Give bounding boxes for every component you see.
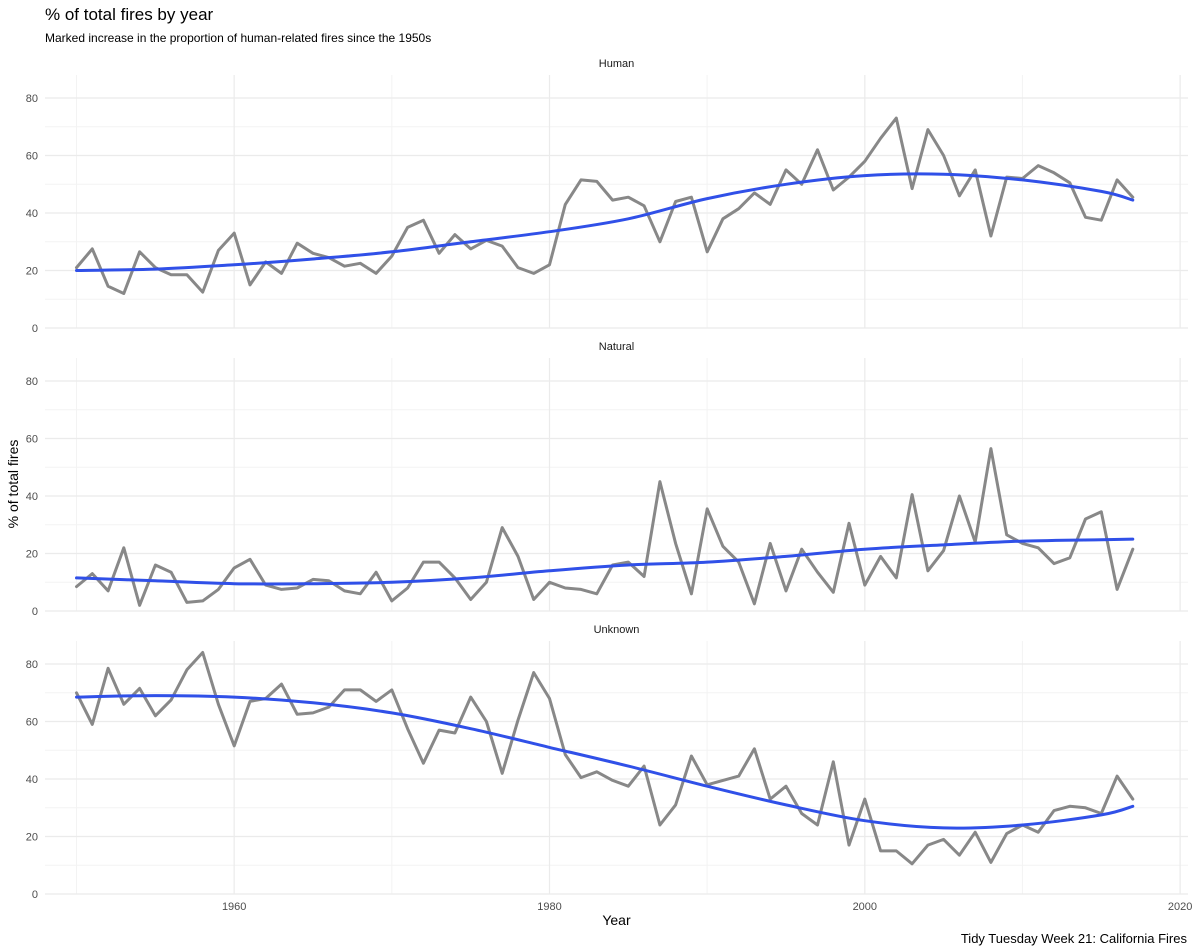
chart-title: % of total fires by year <box>45 5 214 24</box>
y-tick-label: 40 <box>26 491 38 503</box>
y-tick-label: 80 <box>26 93 38 105</box>
y-tick-label: 40 <box>26 208 38 220</box>
smooth-trend-line <box>75 537 1135 586</box>
smooth-trend-line <box>75 694 1135 830</box>
y-tick-label: 0 <box>32 323 38 335</box>
raw-series-line <box>75 447 1135 607</box>
y-tick-label: 0 <box>32 889 38 901</box>
y-tick-label: 80 <box>26 376 38 388</box>
smooth-trend-line <box>75 172 1135 272</box>
chart-subtitle: Marked increase in the proportion of hum… <box>45 31 432 45</box>
facet-strip-label: Human <box>599 58 634 70</box>
x-tick-label: 1980 <box>537 901 561 913</box>
raw-series-line <box>75 116 1135 295</box>
y-tick-label: 60 <box>26 717 38 729</box>
raw-series-line <box>75 651 1135 866</box>
y-tick-label: 20 <box>26 832 38 844</box>
y-tick-label: 40 <box>26 774 38 786</box>
y-tick-label: 60 <box>26 151 38 163</box>
y-tick-label: 0 <box>32 606 38 618</box>
facet-strip-label: Natural <box>599 341 634 353</box>
x-tick-label: 1960 <box>222 901 246 913</box>
y-tick-label: 20 <box>26 266 38 278</box>
x-tick-label: 2020 <box>1168 901 1192 913</box>
x-tick-label: 2000 <box>853 901 877 913</box>
chart-caption: Tidy Tuesday Week 21: California Fires <box>960 931 1187 946</box>
y-axis-title: % of total fires <box>5 440 21 529</box>
y-tick-label: 60 <box>26 434 38 446</box>
y-tick-label: 20 <box>26 549 38 561</box>
y-tick-label: 80 <box>26 659 38 671</box>
facet-strip-label: Unknown <box>594 624 640 636</box>
x-axis-title: Year <box>602 912 631 928</box>
